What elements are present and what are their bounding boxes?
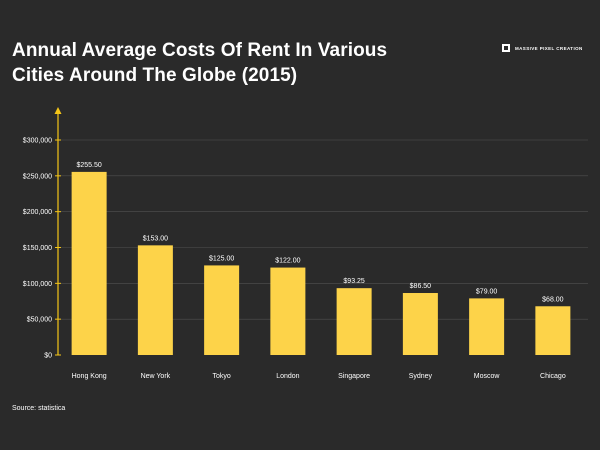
bar-value-label: $125.00 — [209, 255, 234, 262]
y-tick-label: $50,000 — [27, 317, 52, 324]
chart-title: Annual Average Costs Of Rent In Various … — [12, 40, 388, 86]
bar — [402, 293, 438, 355]
y-axis-arrow-icon — [54, 107, 62, 114]
brand-mark-icon — [502, 44, 510, 52]
bar-value-label: $153.00 — [143, 235, 168, 242]
bar — [71, 171, 107, 355]
bars — [71, 171, 571, 355]
x-category-label: Sydney — [409, 373, 433, 380]
x-category-label: Tokyo — [212, 373, 230, 380]
bar — [204, 265, 240, 355]
y-tick-label: $250,000 — [23, 173, 52, 180]
x-category-label: New York — [141, 373, 171, 380]
bar-value-label: $79.00 — [476, 288, 498, 295]
x-category-label: London — [276, 373, 299, 380]
bar-value-label: $93.25 — [343, 278, 365, 285]
bar-value-label: $122.00 — [275, 258, 300, 265]
bar — [270, 267, 306, 355]
bar-value-label: $68.00 — [542, 296, 564, 303]
y-tick-label: $300,000 — [23, 138, 52, 145]
bar — [336, 288, 372, 355]
brand-logo: MASSIVE PIXEL CREATION — [502, 44, 583, 52]
source-note: Source: statistica — [12, 405, 66, 412]
y-tick-label: $200,000 — [23, 209, 52, 216]
x-category-label: Singapore — [338, 373, 370, 380]
labels: $0 $50,000 $100,000 $150,000 $200,000 $250,00… — [23, 138, 566, 381]
grid-lines — [55, 139, 588, 356]
bar — [469, 298, 505, 355]
y-tick-label: $100,000 — [23, 281, 52, 288]
x-category-label: Moscow — [474, 373, 501, 380]
bar-value-label: $255.50 — [76, 162, 101, 169]
bar — [535, 306, 571, 355]
y-tick-label: $0 — [44, 353, 52, 360]
x-category-label: Chicago — [540, 373, 566, 380]
y-tick-label: $150,000 — [23, 245, 52, 252]
brand-name: MASSIVE PIXEL CREATION — [515, 45, 583, 51]
x-category-label: Hong Kong — [72, 373, 107, 380]
bar — [137, 245, 173, 355]
bar-value-label: $86.50 — [410, 283, 432, 290]
